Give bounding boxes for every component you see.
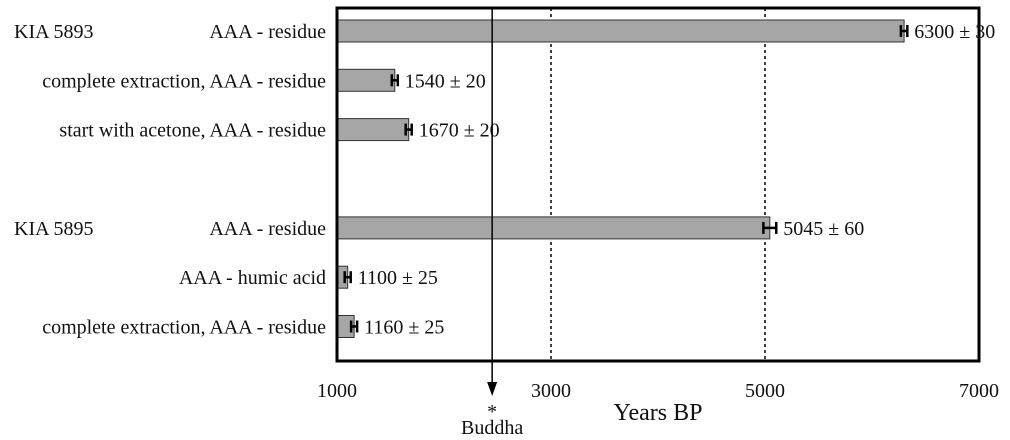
value-label: 5045 ± 60 [783, 218, 864, 240]
x-tick-label: 1000 [317, 380, 357, 402]
category-label: complete extraction, AAA - residue [42, 70, 326, 92]
annotation-arrow-head [487, 382, 498, 396]
bar [336, 19, 905, 43]
value-label: 1670 ± 20 [419, 120, 500, 142]
category-label: complete extraction, AAA - residue [42, 317, 326, 339]
error-bars [343, 25, 909, 333]
bar [336, 216, 771, 240]
grid-lines [550, 8, 766, 361]
bar [336, 118, 410, 142]
category-label: AAA - residue [209, 218, 326, 240]
annotation-label: Buddha [461, 417, 523, 439]
x-tick-label: 3000 [531, 380, 571, 402]
value-label: 1100 ± 25 [358, 267, 438, 289]
value-label: 6300 ± 30 [914, 21, 995, 43]
bar [336, 68, 396, 92]
x-tick-label: 7000 [959, 380, 999, 402]
value-labels: 6300 ± 30 1540 ± 20 1670 ± 20 5045 ± 60 1100… [358, 21, 996, 339]
group-label: KIA 5895 [14, 218, 93, 240]
x-tick-labels: 1000 3000 5000 7000 [317, 380, 999, 402]
category-label: start with acetone, AAA - residue [59, 120, 326, 142]
category-label: AAA - humic acid [179, 267, 326, 289]
x-tick-label: 5000 [745, 380, 785, 402]
annotation-marker: * [487, 401, 497, 423]
category-label: AAA - residue [209, 21, 326, 43]
category-labels: AAA - residue KIA 5893 complete extraction… [14, 21, 326, 339]
buddha-annotation: *Buddha [461, 8, 523, 439]
value-label: 1160 ± 25 [364, 317, 444, 339]
plot-frame [335, 6, 981, 363]
value-label: 1540 ± 20 [405, 70, 486, 92]
group-label: KIA 5893 [14, 21, 93, 43]
x-axis-title: Years BP [614, 400, 703, 426]
bars [336, 19, 905, 338]
